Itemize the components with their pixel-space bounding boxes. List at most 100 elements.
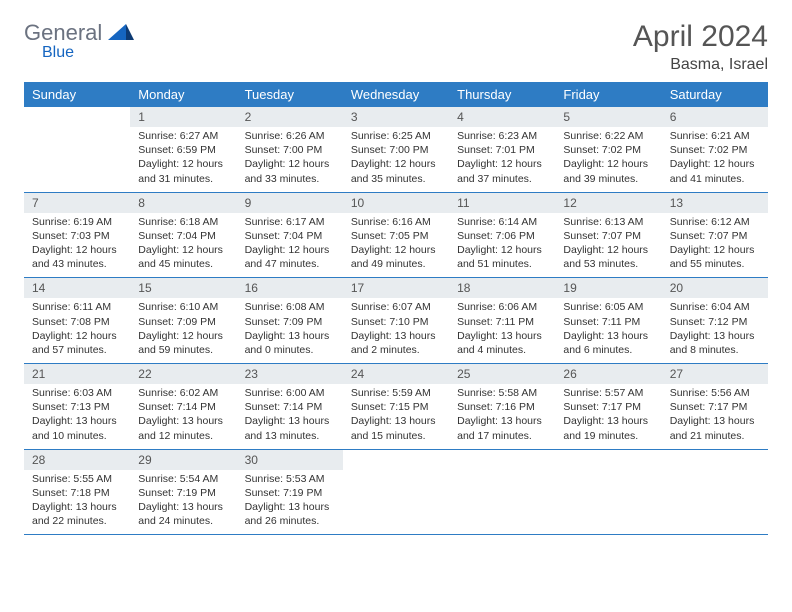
day-number: 18 [449,278,555,298]
day-number: 1 [130,107,236,127]
calendar-cell: 10Sunrise: 6:16 AMSunset: 7:05 PMDayligh… [343,192,449,278]
calendar-cell: 12Sunrise: 6:13 AMSunset: 7:07 PMDayligh… [555,192,661,278]
day-info: Sunrise: 6:10 AMSunset: 7:09 PMDaylight:… [138,300,228,357]
calendar-cell: 13Sunrise: 6:12 AMSunset: 7:07 PMDayligh… [662,192,768,278]
calendar-cell: . [24,107,130,192]
day-info: Sunrise: 6:07 AMSunset: 7:10 PMDaylight:… [351,300,441,357]
weekday-header: Saturday [662,82,768,107]
day-number: 19 [555,278,661,298]
calendar-row: 21Sunrise: 6:03 AMSunset: 7:13 PMDayligh… [24,364,768,450]
day-number: 24 [343,364,449,384]
calendar-cell: 11Sunrise: 6:14 AMSunset: 7:06 PMDayligh… [449,192,555,278]
day-info: Sunrise: 5:53 AMSunset: 7:19 PMDaylight:… [245,472,335,529]
calendar-cell: . [555,449,661,535]
calendar-row: . 1Sunrise: 6:27 AMSunset: 6:59 PMDaylig… [24,107,768,192]
day-number: 3 [343,107,449,127]
weekday-header: Thursday [449,82,555,107]
day-number: 29 [130,450,236,470]
calendar-cell: 22Sunrise: 6:02 AMSunset: 7:14 PMDayligh… [130,364,236,450]
logo-triangle-icon [108,20,134,46]
calendar-row: 14Sunrise: 6:11 AMSunset: 7:08 PMDayligh… [24,278,768,364]
day-info: Sunrise: 6:17 AMSunset: 7:04 PMDaylight:… [245,215,335,272]
day-info: Sunrise: 6:14 AMSunset: 7:06 PMDaylight:… [457,215,547,272]
logo-text-blue: Blue [42,44,74,62]
calendar-cell: 27Sunrise: 5:56 AMSunset: 7:17 PMDayligh… [662,364,768,450]
calendar-cell: 7Sunrise: 6:19 AMSunset: 7:03 PMDaylight… [24,192,130,278]
day-number: 14 [24,278,130,298]
day-info: Sunrise: 6:02 AMSunset: 7:14 PMDaylight:… [138,386,228,443]
calendar-cell: 29Sunrise: 5:54 AMSunset: 7:19 PMDayligh… [130,449,236,535]
day-info: Sunrise: 6:21 AMSunset: 7:02 PMDaylight:… [670,129,760,186]
calendar-cell: 16Sunrise: 6:08 AMSunset: 7:09 PMDayligh… [237,278,343,364]
calendar-cell: 26Sunrise: 5:57 AMSunset: 7:17 PMDayligh… [555,364,661,450]
day-info: Sunrise: 6:03 AMSunset: 7:13 PMDaylight:… [32,386,122,443]
calendar-table: SundayMondayTuesdayWednesdayThursdayFrid… [24,82,768,535]
day-info: Sunrise: 6:16 AMSunset: 7:05 PMDaylight:… [351,215,441,272]
calendar-row: 7Sunrise: 6:19 AMSunset: 7:03 PMDaylight… [24,192,768,278]
day-info: Sunrise: 6:13 AMSunset: 7:07 PMDaylight:… [563,215,653,272]
logo: General [24,20,136,46]
day-info: Sunrise: 5:58 AMSunset: 7:16 PMDaylight:… [457,386,547,443]
day-info: Sunrise: 5:55 AMSunset: 7:18 PMDaylight:… [32,472,122,529]
calendar-head: SundayMondayTuesdayWednesdayThursdayFrid… [24,82,768,107]
calendar-cell: 18Sunrise: 6:06 AMSunset: 7:11 PMDayligh… [449,278,555,364]
day-number: 11 [449,193,555,213]
day-number: 28 [24,450,130,470]
day-number: 7 [24,193,130,213]
day-info: Sunrise: 6:26 AMSunset: 7:00 PMDaylight:… [245,129,335,186]
logo-text-general: General [24,20,102,46]
day-number: 9 [237,193,343,213]
day-number: 21 [24,364,130,384]
day-info: Sunrise: 5:56 AMSunset: 7:17 PMDaylight:… [670,386,760,443]
calendar-cell: 9Sunrise: 6:17 AMSunset: 7:04 PMDaylight… [237,192,343,278]
day-number: 26 [555,364,661,384]
day-number: 16 [237,278,343,298]
day-number: 6 [662,107,768,127]
weekday-header: Sunday [24,82,130,107]
day-info: Sunrise: 6:27 AMSunset: 6:59 PMDaylight:… [138,129,228,186]
day-number: 8 [130,193,236,213]
day-info: Sunrise: 6:25 AMSunset: 7:00 PMDaylight:… [351,129,441,186]
day-info: Sunrise: 6:11 AMSunset: 7:08 PMDaylight:… [32,300,122,357]
day-info: Sunrise: 6:00 AMSunset: 7:14 PMDaylight:… [245,386,335,443]
calendar-cell: 28Sunrise: 5:55 AMSunset: 7:18 PMDayligh… [24,449,130,535]
calendar-cell: 15Sunrise: 6:10 AMSunset: 7:09 PMDayligh… [130,278,236,364]
weekday-header: Monday [130,82,236,107]
day-number: 22 [130,364,236,384]
calendar-cell: 14Sunrise: 6:11 AMSunset: 7:08 PMDayligh… [24,278,130,364]
day-info: Sunrise: 5:59 AMSunset: 7:15 PMDaylight:… [351,386,441,443]
day-number: 12 [555,193,661,213]
calendar-cell: 2Sunrise: 6:26 AMSunset: 7:00 PMDaylight… [237,107,343,192]
day-info: Sunrise: 6:05 AMSunset: 7:11 PMDaylight:… [563,300,653,357]
day-number: 25 [449,364,555,384]
day-number: 4 [449,107,555,127]
calendar-cell: 24Sunrise: 5:59 AMSunset: 7:15 PMDayligh… [343,364,449,450]
calendar-body: . 1Sunrise: 6:27 AMSunset: 6:59 PMDaylig… [24,107,768,535]
day-info: Sunrise: 6:08 AMSunset: 7:09 PMDaylight:… [245,300,335,357]
location: Basma, Israel [633,56,768,74]
calendar-cell: . [449,449,555,535]
calendar-cell: 25Sunrise: 5:58 AMSunset: 7:16 PMDayligh… [449,364,555,450]
day-info: Sunrise: 6:23 AMSunset: 7:01 PMDaylight:… [457,129,547,186]
title-block: April 2024 Basma, Israel [633,20,768,74]
calendar-cell: 19Sunrise: 6:05 AMSunset: 7:11 PMDayligh… [555,278,661,364]
calendar-cell: 20Sunrise: 6:04 AMSunset: 7:12 PMDayligh… [662,278,768,364]
day-info: Sunrise: 6:19 AMSunset: 7:03 PMDaylight:… [32,215,122,272]
calendar-cell: 8Sunrise: 6:18 AMSunset: 7:04 PMDaylight… [130,192,236,278]
day-info: Sunrise: 5:57 AMSunset: 7:17 PMDaylight:… [563,386,653,443]
day-number: 15 [130,278,236,298]
calendar-row: 28Sunrise: 5:55 AMSunset: 7:18 PMDayligh… [24,449,768,535]
day-info: Sunrise: 6:06 AMSunset: 7:11 PMDaylight:… [457,300,547,357]
calendar-cell: 5Sunrise: 6:22 AMSunset: 7:02 PMDaylight… [555,107,661,192]
header: General April 2024 Basma, Israel [24,20,768,74]
day-number: 20 [662,278,768,298]
weekday-header: Friday [555,82,661,107]
day-number: 30 [237,450,343,470]
day-number: 13 [662,193,768,213]
day-number: 10 [343,193,449,213]
calendar-cell: 1Sunrise: 6:27 AMSunset: 6:59 PMDaylight… [130,107,236,192]
calendar-cell: 30Sunrise: 5:53 AMSunset: 7:19 PMDayligh… [237,449,343,535]
weekday-header: Tuesday [237,82,343,107]
calendar-cell: 21Sunrise: 6:03 AMSunset: 7:13 PMDayligh… [24,364,130,450]
day-number: 27 [662,364,768,384]
